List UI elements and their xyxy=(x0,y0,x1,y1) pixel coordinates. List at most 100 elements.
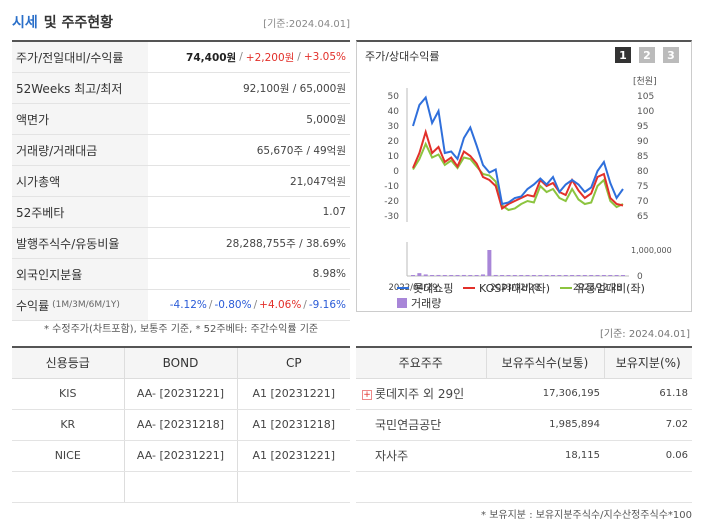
share-header-row: 주요주주 보유주식수(보통) 보유지분(%) xyxy=(356,347,692,379)
market-label: 액면가 xyxy=(12,104,148,134)
volume-bar xyxy=(500,275,505,276)
market-label: 수익률 (1M/3M/6M/1Y) xyxy=(12,290,148,320)
volume-bar xyxy=(525,275,530,276)
section-title-rest: 및 주주현황 xyxy=(43,15,114,31)
left-axis-tick-label: 0 xyxy=(393,167,399,177)
shareholder-name-cell[interactable]: + 롯데지주 외 29인 xyxy=(356,378,486,410)
section-title-main: 시세 xyxy=(12,15,38,31)
market-row: 52주베타 1.07 xyxy=(12,197,350,228)
share-header: 주요주주 xyxy=(356,347,486,379)
shareholder-shares: 17,306,195 xyxy=(486,378,604,410)
market-label: 외국인지분율 xyxy=(12,259,148,289)
legend-item-lotte: 롯데쇼핑 xyxy=(397,281,453,296)
right-axis-tick-label: 65 xyxy=(637,212,648,222)
shareholder-name: 롯데지주 외 29인 xyxy=(375,387,465,401)
price-return-chart: [천원] 50403020100-10-20-30105100959085807… xyxy=(384,76,672,293)
left-axis-tick-label: 50 xyxy=(388,92,400,102)
separator: / xyxy=(297,51,301,63)
legend-item-retail: 유통업대비(좌) xyxy=(559,281,645,296)
shareholder-shares xyxy=(486,471,604,503)
table-row xyxy=(12,471,350,503)
shareholder-name xyxy=(356,471,486,503)
shareholders-table: 주요주주 보유주식수(보통) 보유지분(%) + 롯데지주 외 29인 17,30… xyxy=(356,346,692,503)
volume-bar xyxy=(595,275,600,276)
left-axis-tick-label: 20 xyxy=(388,137,400,147)
volume-bar xyxy=(589,275,594,276)
market-label: 주가/전일대비/수익률 xyxy=(12,42,148,72)
market-row: 발행주식수/유동비율 28,288,755주 / 38.69% xyxy=(12,228,350,259)
volume-bar xyxy=(576,275,581,276)
market-label: 발행주식수/유동비율 xyxy=(12,228,148,258)
right-axis-tick-label: 75 xyxy=(637,182,648,192)
left-axis-tick-label: -10 xyxy=(384,182,399,192)
market-row: 시가총액 21,047억원 xyxy=(12,166,350,197)
volume-bar xyxy=(417,273,422,276)
chart-page-3-button[interactable]: 3 xyxy=(663,47,679,63)
volume-bar xyxy=(468,275,473,276)
price-change: +2,200원 xyxy=(245,51,295,64)
reference-date-2: [기준: 2024.04.01] xyxy=(599,329,690,340)
credit-cp xyxy=(236,471,350,503)
x-axis-tick-label: 2023/12/28 xyxy=(573,283,622,293)
volume-bar xyxy=(551,275,555,276)
legend-label: KOSPI대비(좌) xyxy=(478,281,551,295)
shareholder-footnote: * 보유지분 : 보유지분주식수/지수산정주식수*100 xyxy=(481,510,692,521)
return-3m: -0.80% xyxy=(214,299,252,311)
volume-bar xyxy=(455,275,460,276)
left-axis-tick-label: 10 xyxy=(388,152,400,162)
volume-bar xyxy=(538,275,543,276)
volume-bar xyxy=(608,275,613,276)
credit-header: 신용등급 xyxy=(12,347,124,379)
market-row: 액면가 5,000원 xyxy=(12,104,350,135)
credit-agency xyxy=(12,471,124,503)
right-axis-tick-label: 90 xyxy=(637,137,649,147)
right-axis-tick-label: 100 xyxy=(637,107,654,117)
volume-bar xyxy=(544,275,549,276)
price-change-pct: +3.05% xyxy=(303,51,346,63)
volume-bar xyxy=(570,275,575,276)
credit-rating-table: 신용등급 BOND CP KIS AA- [20231221] A1 [2023… xyxy=(12,346,350,503)
market-label: 거래량/거래대금 xyxy=(12,135,148,165)
shareholder-pct xyxy=(604,471,692,503)
series-line-1 xyxy=(412,128,624,211)
market-value: 21,047억원 xyxy=(289,175,346,188)
expand-plus-icon[interactable]: + xyxy=(362,389,372,400)
chart-page-2-button[interactable]: 2 xyxy=(639,47,655,63)
volume-bar xyxy=(614,275,619,276)
market-value-returns: -4.12% / -0.80% / +4.06% / -9.16% xyxy=(148,290,350,320)
chart-legend: 롯데쇼핑 KOSPI대비(좌) 유통업대비(좌) 거래량 xyxy=(397,278,687,312)
returns-label: 수익률 xyxy=(16,298,50,313)
right-axis-tick-label: 105 xyxy=(637,92,654,102)
separator: / xyxy=(303,299,307,311)
chart-panel: 주가/상대수익률 1 2 3 [천원] 50 40 30 20 10 0 -10 -20 -30… xyxy=(356,40,692,312)
market-row-price: 주가/전일대비/수익률 74,400원 / +2,200원 / +3.05% xyxy=(12,42,350,73)
shareholder-pct: 0.06 xyxy=(604,440,692,472)
volume-bar xyxy=(621,275,625,276)
volume-bar xyxy=(493,274,498,276)
legend-item-volume: 거래량 xyxy=(397,296,441,311)
x-axis-tick-label: 2022/04/29 xyxy=(389,283,438,293)
market-row: 외국인지분율 8.98% xyxy=(12,259,350,290)
market-value: 8.98% xyxy=(312,268,346,280)
volume-bar xyxy=(512,275,517,276)
table-row: + 롯데지주 외 29인 17,306,195 61.18 xyxy=(356,378,692,410)
volume-bar xyxy=(481,274,485,276)
chart-page-1-button[interactable]: 1 xyxy=(615,47,631,63)
volume-tick-label: 0 xyxy=(637,272,643,282)
credit-agency: KIS xyxy=(12,378,124,410)
chart-title: 주가/상대수익률 xyxy=(365,50,440,63)
credit-cp: A1 [20231218] xyxy=(236,409,350,441)
left-axis-tick-label: -30 xyxy=(384,212,399,222)
volume-bar xyxy=(531,275,536,276)
table-row: KIS AA- [20231221] A1 [20231221] xyxy=(12,378,350,410)
returns-period: (1M/3M/6M/1Y) xyxy=(52,300,120,310)
volume-tick-label: 1,000,000 xyxy=(631,246,672,255)
series-line-0 xyxy=(412,95,624,206)
volume-bar xyxy=(519,275,524,276)
share-header: 보유지분(%) xyxy=(603,347,692,379)
table-row xyxy=(356,471,692,503)
market-label: 52주베타 xyxy=(12,197,148,227)
market-info-table: 주가/전일대비/수익률 74,400원 / +2,200원 / +3.05% 5… xyxy=(12,40,350,321)
credit-bond xyxy=(123,471,237,503)
volume-bar xyxy=(557,275,562,276)
